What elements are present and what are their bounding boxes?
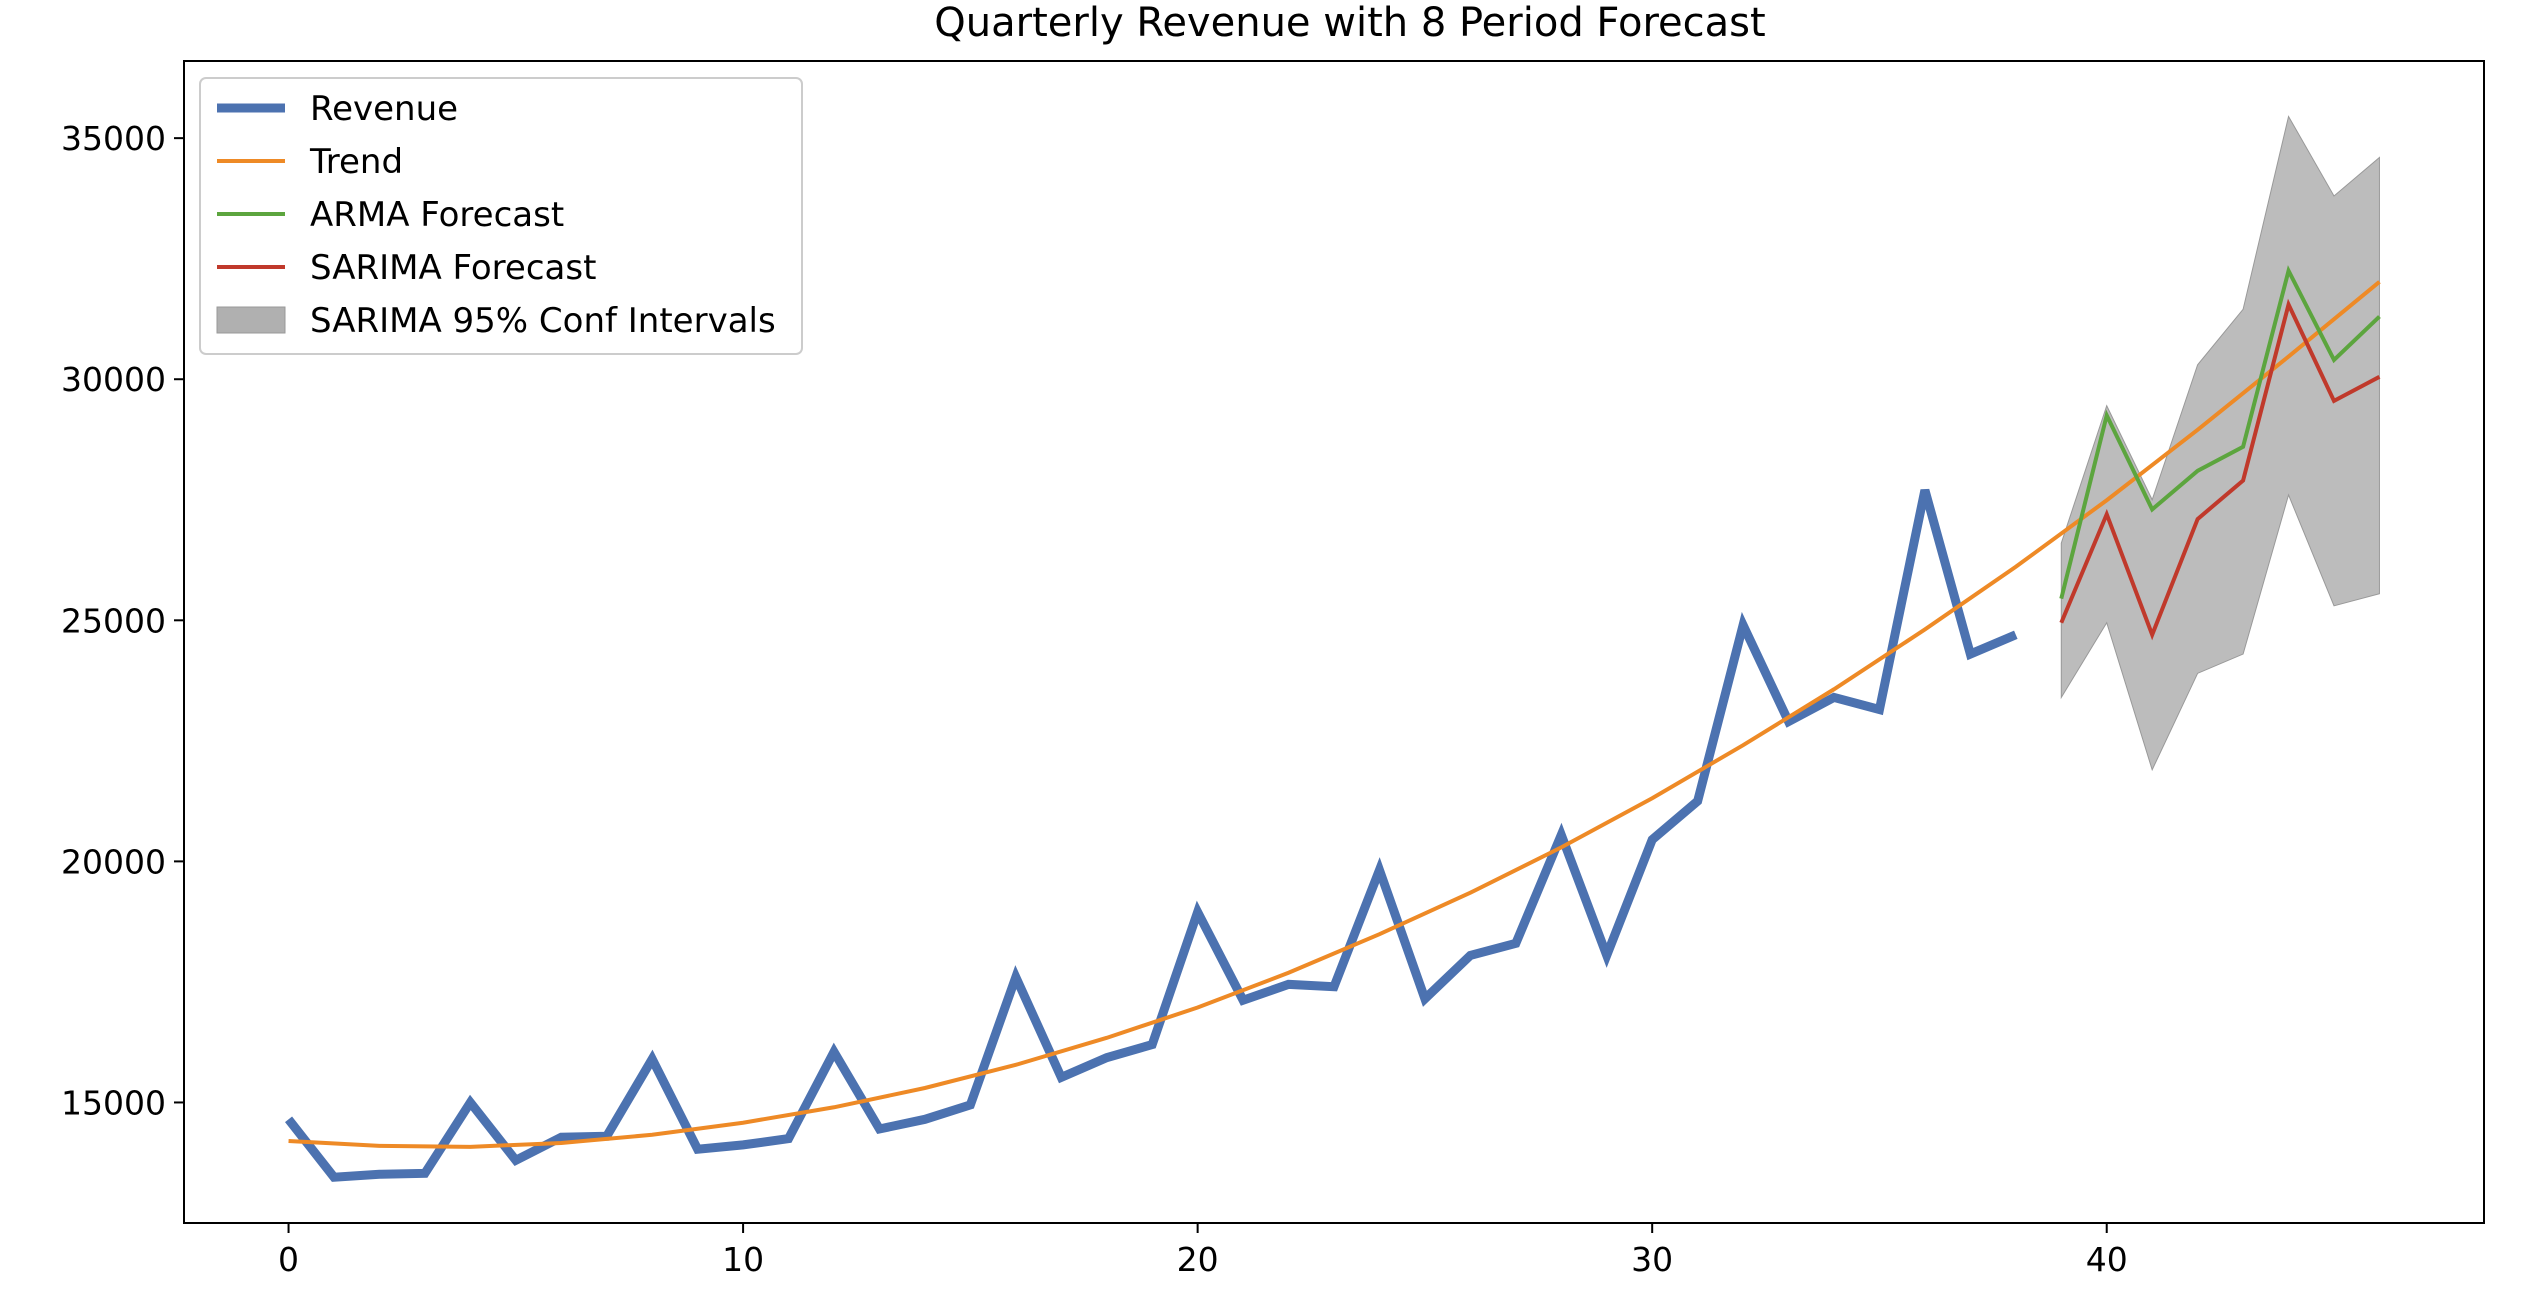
legend-label-trend: Trend	[309, 142, 403, 182]
axis-ticks: 0 10 20 30 40 15000 20000 25000 30000 35000	[61, 119, 2128, 1279]
plot-area	[285, 115, 2381, 1182]
legend-box	[199, 77, 803, 355]
series-line-trend	[288, 280, 2381, 1149]
legend-label-sarima-95-conf-intervals: SARIMA 95% Conf Intervals	[310, 301, 776, 341]
y-tick-label: 35000	[61, 119, 166, 158]
chart-title: Quarterly Revenue with 8 Period Forecast	[934, 0, 1765, 46]
x-tick-label: 30	[1631, 1240, 1673, 1279]
series-line-revenue	[285, 488, 2018, 1182]
y-tick-label: 25000	[61, 601, 166, 640]
legend-swatch-sarima-95-conf-intervals	[216, 306, 286, 334]
legend-label-arma-forecast: ARMA Forecast	[310, 195, 564, 235]
x-tick-label: 0	[278, 1240, 299, 1279]
legend: Revenue Trend ARMA Forecast SARIMA Forecast…	[199, 77, 803, 355]
x-tick-label: 10	[722, 1240, 764, 1279]
axes-frame	[183, 60, 2485, 1224]
x-tick-label: 20	[1177, 1240, 1219, 1279]
legend-label-sarima-forecast: SARIMA Forecast	[310, 248, 596, 288]
y-tick-label: 20000	[61, 842, 166, 881]
series-line-arma-forecast	[2059, 265, 2381, 600]
series-line-sarima-forecast	[2059, 298, 2381, 641]
x-tick-label: 40	[2086, 1240, 2128, 1279]
legend-label-revenue: Revenue	[310, 89, 458, 129]
y-tick-label: 15000	[61, 1083, 166, 1122]
y-tick-label: 30000	[61, 360, 166, 399]
